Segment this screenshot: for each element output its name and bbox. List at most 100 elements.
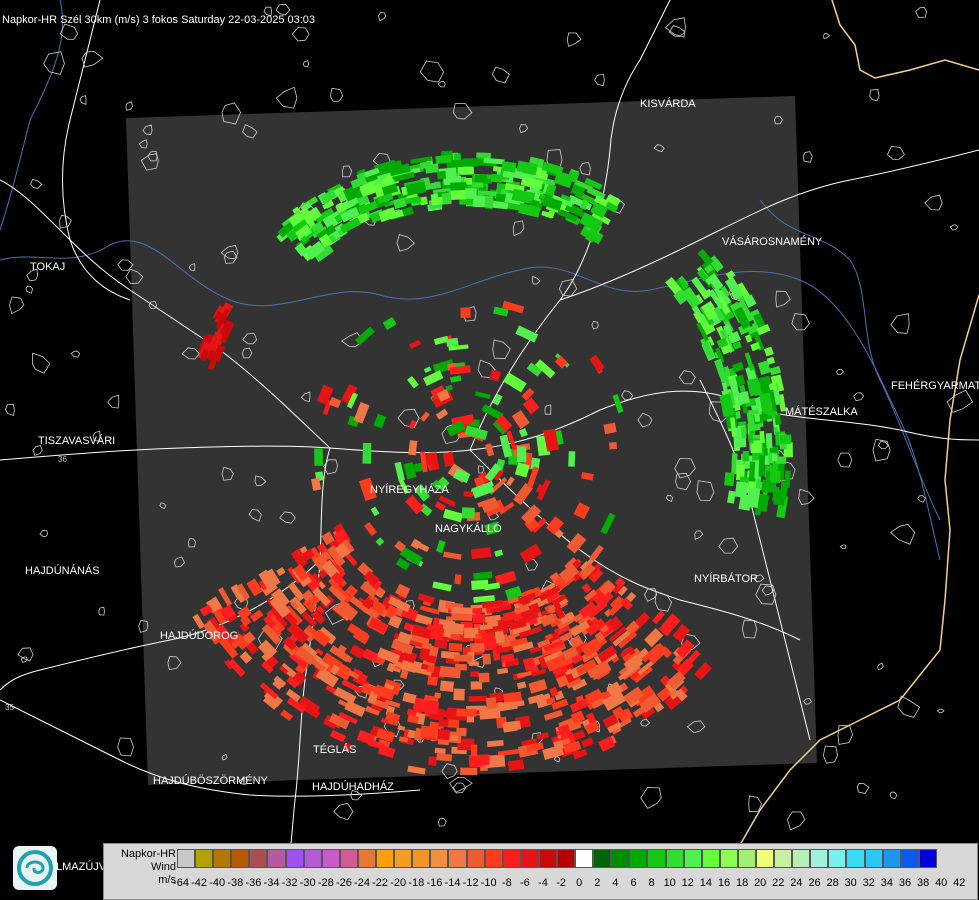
radar-echo (318, 233, 333, 248)
radar-echo (483, 582, 501, 591)
radar-echo (273, 675, 287, 688)
radar-echo (480, 497, 499, 513)
radar-echo (402, 692, 417, 704)
radar-echo (344, 700, 366, 717)
radar-echo (735, 374, 746, 386)
radar-echo (754, 413, 761, 423)
legend-tick-label: -14 (444, 877, 461, 889)
radar-echo (696, 269, 709, 282)
radar-echo (696, 322, 709, 342)
radar-echo (386, 610, 395, 618)
legend-tick-label: -36 (245, 877, 262, 889)
radar-echo (301, 589, 315, 603)
radar-echo (431, 479, 442, 490)
radar-echo (719, 328, 729, 340)
radar-echo (237, 605, 252, 620)
radar-echo (414, 613, 433, 626)
radar-echo (637, 659, 656, 676)
radar-echoes (192, 150, 793, 776)
radar-echo (258, 639, 278, 660)
radar-echo (426, 655, 437, 664)
radar-echo (470, 547, 492, 560)
color-legend: Napkor-HR Wind m/s -64 -42 -40 -38 -36 -34 -32… (103, 843, 978, 900)
radar-echo (485, 443, 495, 457)
radar-echo (522, 657, 537, 672)
radar-echo (490, 200, 509, 210)
legend-tick-label: 0 (576, 877, 583, 889)
legend-swatch (448, 849, 467, 868)
radar-echo (673, 289, 689, 305)
radar-echo (199, 604, 213, 617)
legend-tick-label: -38 (227, 877, 244, 889)
radar-echo (453, 468, 471, 484)
radar-echo (477, 190, 498, 197)
legend-tick-label: -40 (209, 877, 226, 889)
legend-swatch (719, 849, 738, 868)
radar-echo (753, 312, 767, 330)
radar-echo (607, 615, 624, 632)
radar-echo (450, 375, 462, 383)
radar-echo (350, 175, 368, 189)
radar-echo (317, 581, 326, 590)
radar-echo (471, 481, 495, 499)
radar-echo (375, 537, 385, 547)
radar-echo (381, 183, 399, 196)
legend-tick-label: 18 (735, 877, 749, 889)
radar-echo (732, 341, 742, 350)
radar-echo (346, 392, 359, 409)
radar-echo (562, 740, 582, 755)
radar-echo (239, 651, 253, 664)
radar-echo (310, 220, 324, 233)
country-border (739, 0, 979, 846)
radar-echo (457, 738, 475, 751)
radar-echo (721, 381, 729, 395)
radar-echo (461, 507, 475, 519)
city-label-teglas: TÉGLÁS (313, 743, 356, 756)
radar-echo (544, 633, 554, 641)
radar-echo (439, 680, 454, 692)
legend-tick-label: 28 (826, 877, 839, 889)
radar-echo (356, 672, 368, 685)
radar-echo (399, 669, 409, 680)
radar-echo (714, 358, 726, 376)
radar-echo (531, 668, 547, 677)
radar-echo (436, 170, 447, 180)
legend-tick-label: -8 (501, 877, 512, 889)
radar-echo (453, 654, 473, 662)
radar-echo (453, 688, 465, 701)
radar-echo (728, 377, 741, 399)
radar-echo (450, 606, 473, 615)
radar-echo (619, 717, 632, 728)
radar-echo (341, 679, 363, 694)
radar-echo (438, 619, 456, 627)
radar-echo (389, 209, 404, 220)
legend-tick-label: -6 (520, 877, 530, 889)
radar-echo (438, 495, 456, 508)
radar-echo (516, 681, 527, 690)
radar-echo (410, 538, 422, 550)
radar-echo (546, 184, 557, 195)
radar-echo (298, 696, 321, 715)
radar-echo (764, 346, 774, 357)
radar-echo (352, 628, 371, 645)
radar-echo (355, 326, 375, 346)
legend-tick-label: -32 (281, 877, 298, 889)
legend-tick-label: 12 (681, 877, 694, 889)
radar-echo (330, 729, 347, 743)
radar-echo (454, 574, 462, 585)
radar-echo (314, 207, 335, 224)
radar-echo (362, 648, 380, 664)
radar-echo (328, 713, 350, 730)
radar-echo (214, 310, 228, 324)
radar-echo (744, 352, 755, 371)
radar-echo (724, 276, 745, 300)
legend-tick-label: -24 (354, 877, 370, 889)
radar-echo (520, 595, 531, 606)
radar-echo (376, 192, 394, 204)
radar-echo (520, 176, 544, 190)
radar-echo (530, 457, 541, 471)
radar-echo (407, 729, 416, 739)
radar-echo (268, 614, 286, 633)
radar-echo (519, 543, 542, 564)
radar-echo (527, 625, 543, 636)
